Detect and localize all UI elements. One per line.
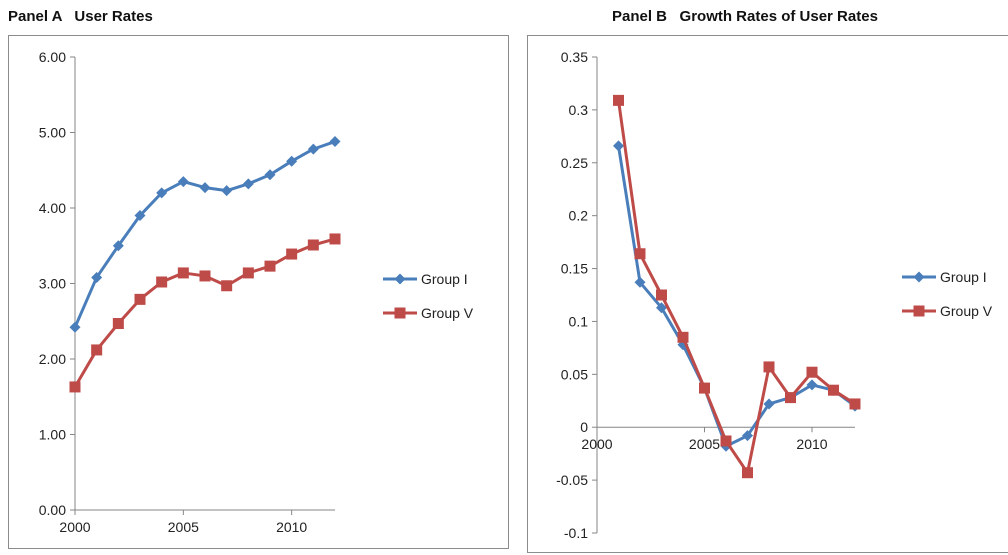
panel-a-title: Panel A User Rates bbox=[8, 8, 153, 25]
data-point-group-v bbox=[785, 392, 796, 404]
data-point-group-v bbox=[699, 382, 710, 394]
legend-marker-group-i bbox=[913, 271, 925, 283]
data-point-group-v bbox=[763, 361, 775, 373]
panel-a-chart: 0.00 1.00 2.00 3.00 4.00 5.00 6.00 2000 2005 2010… bbox=[8, 35, 509, 549]
series-line-group-i bbox=[73, 140, 336, 328]
data-point-group-v bbox=[329, 233, 341, 245]
panel-b-title: Panel B Growth Rates of User Rates bbox=[612, 8, 878, 25]
y-tick-label: 0.05 bbox=[561, 366, 588, 382]
data-point-group-i bbox=[264, 169, 276, 181]
y-tick-label: 0.15 bbox=[561, 261, 588, 277]
data-point-group-i bbox=[242, 178, 254, 190]
y-tick-label: 1.00 bbox=[39, 427, 66, 443]
y-tick-label: 0.35 bbox=[561, 49, 588, 65]
series-line-group-v bbox=[617, 100, 856, 475]
legend-label-group-v: Group V bbox=[940, 303, 993, 319]
x-tick-label: 2010 bbox=[796, 436, 827, 452]
data-point-group-v bbox=[613, 94, 624, 106]
y-tick-label: 0.3 bbox=[569, 102, 589, 118]
y-tick-label: 2.00 bbox=[39, 351, 66, 367]
data-point-group-i bbox=[307, 143, 319, 155]
y-tick-label: -0.1 bbox=[564, 525, 588, 541]
data-point-group-i bbox=[806, 379, 818, 391]
data-point-group-v bbox=[307, 239, 319, 251]
data-point-group-i bbox=[156, 187, 168, 199]
data-point-group-i bbox=[134, 210, 146, 222]
data-point-group-i bbox=[656, 302, 667, 314]
data-point-group-v bbox=[286, 248, 298, 260]
x-tick-label: 2005 bbox=[168, 519, 199, 535]
data-point-group-v bbox=[264, 260, 276, 272]
data-point-group-i bbox=[199, 182, 211, 194]
y-tick-label: 0.00 bbox=[39, 502, 66, 518]
data-point-group-v bbox=[634, 248, 646, 260]
data-point-group-i bbox=[763, 398, 775, 410]
data-point-group-v bbox=[849, 398, 861, 410]
y-tick-label: 0.2 bbox=[569, 208, 589, 224]
data-point-group-v bbox=[806, 366, 818, 378]
data-point-group-v bbox=[742, 467, 753, 479]
data-point-group-i bbox=[329, 136, 341, 148]
data-point-group-v bbox=[199, 270, 211, 282]
data-point-group-i bbox=[634, 276, 646, 288]
y-tick-label: 3.00 bbox=[39, 276, 66, 292]
data-point-group-i bbox=[112, 240, 124, 252]
data-point-group-i bbox=[91, 271, 103, 283]
data-point-group-i bbox=[177, 176, 189, 188]
x-tick-label: 2005 bbox=[689, 436, 720, 452]
legend-label-group-v: Group V bbox=[421, 305, 474, 321]
data-point-group-v bbox=[828, 384, 839, 396]
data-point-group-v bbox=[69, 381, 81, 393]
y-tick-label: 0 bbox=[580, 419, 588, 435]
legend-label-group-i: Group I bbox=[940, 269, 987, 285]
series-line-group-v bbox=[73, 237, 336, 388]
data-point-group-v bbox=[242, 267, 254, 279]
data-point-group-v bbox=[720, 435, 732, 447]
data-point-group-i bbox=[613, 140, 624, 152]
data-point-group-v bbox=[112, 318, 124, 330]
legend-marker-group-v bbox=[913, 305, 925, 317]
data-point-group-i bbox=[742, 430, 753, 442]
panel-b-chart: -0.1 -0.05 0 0.05 0.1 0.15 0.2 0.25 0.3 0.35 2000 2… bbox=[527, 35, 1008, 553]
y-tick-label: 0.1 bbox=[569, 313, 589, 329]
y-tick-label: 0.25 bbox=[561, 155, 588, 171]
y-tick-label: 6.00 bbox=[39, 49, 66, 65]
data-point-group-v bbox=[677, 331, 689, 343]
data-point-group-i bbox=[221, 185, 233, 197]
data-point-group-v bbox=[221, 280, 233, 292]
series-line-group-i bbox=[617, 145, 856, 448]
data-point-group-v bbox=[177, 267, 189, 279]
x-tick-label: 2010 bbox=[276, 519, 307, 535]
chart-frame bbox=[8, 35, 509, 549]
data-point-group-i bbox=[69, 321, 81, 333]
legend-label-group-i: Group I bbox=[421, 271, 468, 287]
data-point-group-v bbox=[91, 344, 103, 356]
data-point-group-v bbox=[656, 289, 667, 301]
y-tick-label: -0.05 bbox=[556, 472, 588, 488]
chart-frame bbox=[527, 35, 1008, 553]
data-point-group-i bbox=[286, 155, 298, 167]
data-point-group-v bbox=[156, 276, 168, 288]
legend-marker-group-v bbox=[394, 307, 406, 319]
x-tick-label: 2000 bbox=[581, 436, 612, 452]
y-tick-label: 5.00 bbox=[39, 125, 66, 141]
data-point-group-v bbox=[134, 293, 146, 305]
x-tick-label: 2000 bbox=[59, 519, 90, 535]
y-tick-label: 4.00 bbox=[39, 200, 66, 216]
legend-marker-group-i bbox=[394, 273, 406, 285]
